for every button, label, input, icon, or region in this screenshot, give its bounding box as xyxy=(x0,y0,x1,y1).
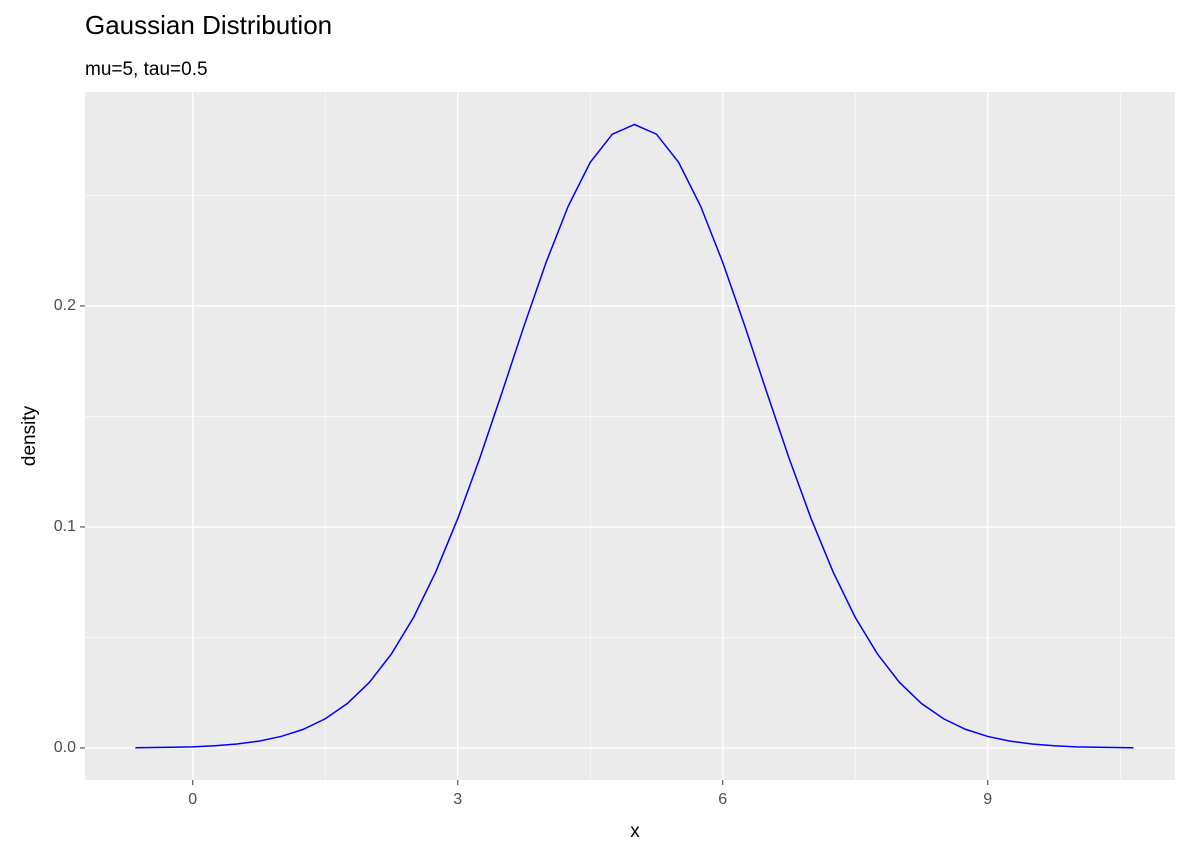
y-tick-label: 0.0 xyxy=(54,739,76,756)
x-tick-label: 0 xyxy=(188,791,197,808)
x-tick-label: 6 xyxy=(718,791,727,808)
x-tick-label: 9 xyxy=(983,791,992,808)
y-axis-label: density xyxy=(19,405,40,466)
x-axis-label: x xyxy=(630,821,640,842)
x-tick-label: 3 xyxy=(453,791,462,808)
chart-title: Gaussian Distribution xyxy=(85,10,332,40)
line xyxy=(135,123,1134,749)
panel xyxy=(85,92,1175,780)
y-tick-label: 0.1 xyxy=(54,518,76,535)
chart-subtitle: mu=5, tau=0.5 xyxy=(85,59,208,80)
y-tick-label: 0.2 xyxy=(54,297,76,314)
